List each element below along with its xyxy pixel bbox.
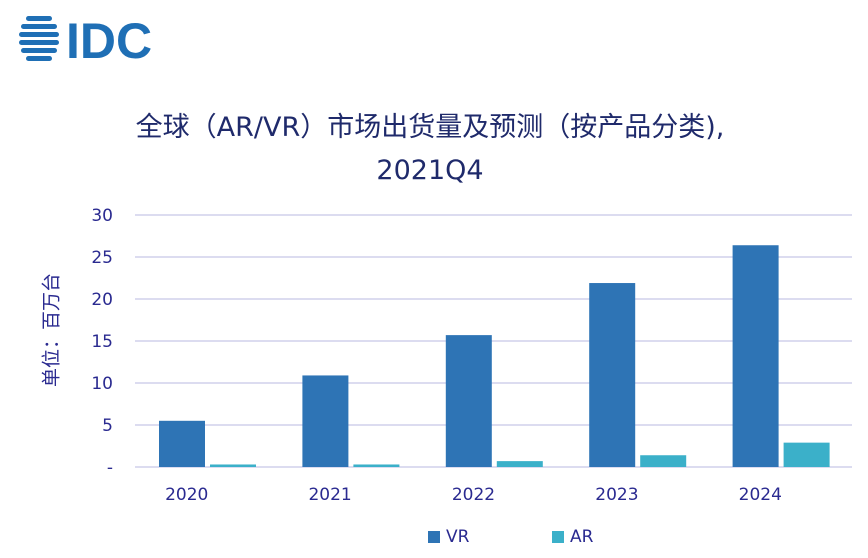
bar-vr-2023 — [589, 283, 636, 467]
bar-vr-2020 — [159, 420, 205, 467]
bar-ar-2024 — [783, 442, 830, 467]
x-tick-label: 2024 — [739, 485, 782, 505]
bar-vr-2024 — [732, 245, 779, 467]
y-tick-label: - — [107, 458, 113, 478]
legend-swatch-vr — [428, 531, 440, 543]
y-tick-label: 30 — [91, 206, 113, 226]
chart-title-line1: 全球（AR/VR）市场出货量及预测（按产品分类), — [135, 112, 725, 143]
bar-vr-2022 — [445, 335, 492, 467]
idc-logo: IDC — [19, 13, 152, 64]
legend-label-ar: AR — [570, 527, 594, 547]
legend-item-vr: VR — [428, 527, 469, 547]
bar-vr-2021 — [302, 375, 349, 467]
y-tick-label: 5 — [102, 416, 113, 436]
legend-label-vr: VR — [446, 527, 470, 547]
bar-ar-2020 — [210, 464, 256, 467]
y-tick-label: 25 — [91, 248, 113, 268]
legend-item-ar: AR — [552, 527, 593, 547]
x-tick-label: 2022 — [452, 485, 495, 505]
legend: VR AR — [0, 527, 868, 549]
legend-swatch-ar — [552, 531, 564, 543]
x-tick-label: 2023 — [595, 485, 638, 505]
bar-ar-2023 — [640, 455, 687, 467]
chart-title-line2: 2021Q4 — [376, 155, 484, 186]
globe-icon — [19, 16, 59, 61]
x-tick-label: 2020 — [165, 485, 208, 505]
x-tick-label: 2021 — [308, 485, 351, 505]
bar-ar-2022 — [496, 461, 543, 467]
bar-ar-2021 — [353, 464, 400, 467]
logo-text: IDC — [66, 13, 152, 64]
y-tick-label: 10 — [91, 374, 113, 394]
y-tick-label: 20 — [91, 290, 113, 310]
y-tick-label: 15 — [91, 332, 113, 352]
